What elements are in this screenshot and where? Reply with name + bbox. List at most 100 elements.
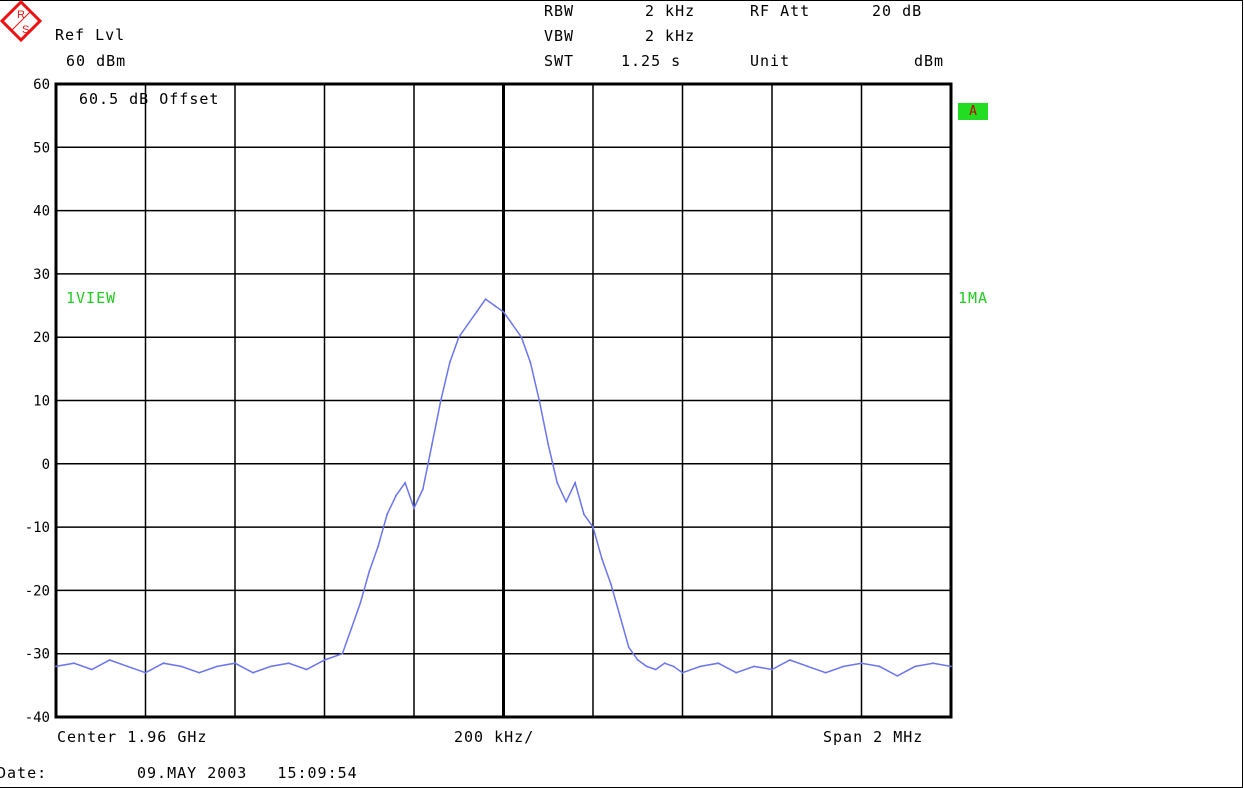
y-tick-label: -20 <box>25 583 50 599</box>
trace-point <box>55 665 57 668</box>
trace-point <box>878 665 881 668</box>
trace-point <box>699 665 702 668</box>
trace-point <box>439 399 442 402</box>
y-tick-label: 10 <box>33 394 50 410</box>
trace-point <box>422 488 424 491</box>
trace-point <box>842 665 845 668</box>
trace-point <box>198 671 201 674</box>
trace-point <box>305 668 308 671</box>
trace-point <box>252 671 254 674</box>
unit-value: dBm <box>914 52 945 70</box>
vbw-label: VBW <box>544 27 575 45</box>
trace-point <box>672 665 675 668</box>
trace-point <box>395 494 397 497</box>
trace-point <box>547 443 550 446</box>
rbw-value: 2 kHz <box>645 2 696 20</box>
trace-point <box>520 336 523 339</box>
trace-point <box>126 665 129 668</box>
trace-point <box>627 646 630 649</box>
svg-text:R: R <box>17 9 25 21</box>
trace-point <box>484 298 487 301</box>
ref-level-label: Ref Lvl <box>55 26 126 44</box>
trace-point <box>735 671 738 674</box>
trace-point <box>404 481 406 484</box>
rf-att-value: 20 dB <box>872 2 923 20</box>
center-frequency: Center 1.96 GHz <box>57 728 208 746</box>
trace-point <box>601 557 603 560</box>
y-tick-label: -40 <box>25 710 50 726</box>
trace-point <box>368 570 371 573</box>
trace-point <box>717 662 720 665</box>
trace-point <box>511 323 514 326</box>
trace-point <box>618 614 621 617</box>
y-tick-label: 30 <box>33 267 50 283</box>
y-tick-label: 60 <box>33 77 50 93</box>
trace-point <box>108 659 111 661</box>
trace-point <box>592 526 594 528</box>
trace-point <box>475 310 478 313</box>
trace-point <box>359 602 362 604</box>
trace-badge: A <box>958 103 988 120</box>
trace-point <box>556 481 559 484</box>
trace-point <box>663 662 666 665</box>
trace-point <box>234 662 236 665</box>
swt-value: 1.25 s <box>621 52 682 70</box>
span-value: Span 2 MHz <box>823 728 924 746</box>
plot-frame <box>54 82 953 719</box>
unit-label: Unit <box>750 52 791 70</box>
trace-point <box>753 665 755 668</box>
trace-point <box>645 665 648 668</box>
y-tick-label: 0 <box>42 457 50 473</box>
spectrum-trace <box>55 298 952 677</box>
trace-point <box>144 671 147 674</box>
trace-point <box>216 665 219 668</box>
trace-point <box>914 665 917 668</box>
rf-att-label: RF Att <box>750 2 811 20</box>
trace-mode-right: 1MA <box>958 289 989 307</box>
trace-point <box>431 443 433 446</box>
y-tick-label: -30 <box>25 647 50 663</box>
vbw-value: 2 kHz <box>645 27 696 45</box>
svg-text:S: S <box>22 24 29 36</box>
trace-point <box>377 545 380 547</box>
trace-point <box>162 662 165 665</box>
trace-point <box>341 652 344 655</box>
ref-level-value: 60 dBm <box>66 52 127 70</box>
trace-point <box>269 665 272 668</box>
trace-mode-left: 1VIEW <box>66 289 117 307</box>
trace-point <box>350 627 353 630</box>
rohde-schwarz-logo: R S <box>0 0 43 43</box>
trace-point <box>386 513 389 516</box>
rbw-label: RBW <box>544 2 575 20</box>
trace-point <box>529 361 532 364</box>
trace-point <box>950 665 952 668</box>
trace-point <box>789 659 791 661</box>
trace-point <box>448 361 451 364</box>
trace-point <box>771 668 773 671</box>
offset-annotation: 60.5 dB Offset <box>79 90 220 108</box>
trace-point <box>287 662 290 665</box>
span-per-division: 200 kHz/ <box>454 728 535 746</box>
trace-point <box>636 659 639 661</box>
y-tick-label: 40 <box>33 204 50 220</box>
trace-point <box>610 583 612 585</box>
trace-point <box>457 336 460 339</box>
trace-point <box>466 323 469 326</box>
date-value: 09.MAY 2003 15:09:54 <box>137 764 358 782</box>
swt-label: SWT <box>544 52 575 70</box>
trace-point <box>824 671 827 674</box>
trace-point <box>502 310 505 313</box>
trace-point <box>806 665 809 668</box>
trace-point <box>538 399 541 402</box>
y-tick-label: 50 <box>33 140 50 156</box>
trace-point <box>583 513 585 516</box>
y-tick-label: 20 <box>33 330 50 346</box>
trace-point <box>574 481 576 484</box>
trace-point <box>860 662 863 665</box>
trace-point <box>654 668 657 671</box>
trace-point <box>681 671 684 674</box>
trace-point <box>323 659 326 661</box>
y-tick-label: -10 <box>25 520 50 536</box>
trace-point <box>932 662 934 665</box>
